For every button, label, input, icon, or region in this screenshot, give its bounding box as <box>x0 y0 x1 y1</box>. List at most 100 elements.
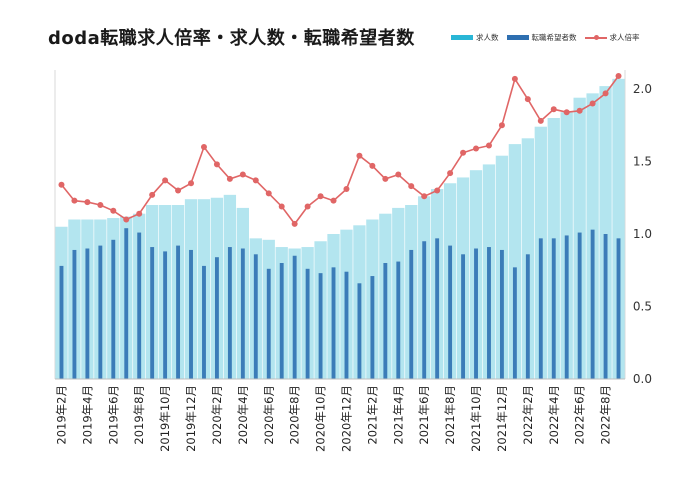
x-tick-label: 2022年6月 <box>573 385 587 445</box>
point-job-ratio <box>304 203 311 210</box>
point-job-ratio <box>537 117 544 124</box>
point-job-ratio <box>58 181 65 188</box>
legend-swatch-job-seekers <box>506 35 529 40</box>
y-tick-label: 1.0 <box>633 227 652 241</box>
x-tick-label: 2020年2月 <box>210 385 224 445</box>
point-job-ratio <box>421 193 428 200</box>
x-tick-label: 2021年8月 <box>443 385 457 445</box>
point-job-ratio <box>563 109 570 116</box>
bar-job-seekers <box>396 261 401 379</box>
legend-swatch-job-ratio <box>584 35 607 40</box>
bar-job-seekers <box>59 265 64 379</box>
point-job-ratio <box>213 161 220 168</box>
point-job-ratio <box>291 220 298 227</box>
bar-job-seekers <box>266 268 271 379</box>
x-tick-label: 2019年12月 <box>184 385 198 452</box>
bar-job-seekers <box>72 249 77 379</box>
bar-job-openings <box>612 78 625 379</box>
point-job-ratio <box>356 152 363 159</box>
chart-title: doda転職求人倍率・求人数・転職希望者数 <box>48 28 415 49</box>
legend-swatch-job-openings <box>451 35 473 40</box>
bar-job-seekers <box>331 267 336 379</box>
point-job-ratio <box>252 177 259 184</box>
bar-job-seekers <box>577 232 582 379</box>
bar-job-seekers <box>499 249 504 379</box>
bar-job-seekers <box>474 248 478 379</box>
bar-job-seekers <box>214 257 219 379</box>
x-tick-label: 2019年6月 <box>106 385 120 445</box>
point-job-ratio <box>84 199 91 206</box>
point-job-ratio <box>110 207 117 214</box>
x-tick-label: 2019年8月 <box>132 385 146 445</box>
x-tick-label: 2019年10月 <box>158 385 172 452</box>
point-job-ratio <box>473 145 480 152</box>
point-job-ratio <box>589 100 596 107</box>
legend-item-job-seekers: 転職希望者数 <box>506 32 577 43</box>
point-job-ratio <box>330 197 337 204</box>
bar-job-seekers <box>176 245 181 379</box>
x-tick-label: 2020年10月 <box>314 385 328 452</box>
y-tick-label: 0.0 <box>633 372 652 386</box>
legend-label-job-openings: 求人数 <box>476 33 499 42</box>
x-tick-label: 2020年12月 <box>340 385 354 452</box>
bar-job-openings <box>599 86 612 379</box>
x-tick-label: 2022年4月 <box>547 385 561 445</box>
x-tick-label: 2020年6月 <box>262 385 276 445</box>
bar-job-seekers <box>305 268 310 379</box>
bar-job-seekers <box>318 273 323 379</box>
bar-job-seekers <box>253 254 258 379</box>
point-job-ratio <box>317 193 324 200</box>
bar-job-seekers <box>461 254 466 379</box>
bar-job-seekers <box>448 245 453 379</box>
x-tick-label: 2019年4月 <box>80 385 94 445</box>
bar-job-seekers <box>538 238 543 379</box>
point-job-ratio <box>278 203 285 210</box>
point-job-ratio <box>369 162 376 169</box>
legend-item-job-ratio: 求人倍率 <box>584 32 640 43</box>
x-tick-label: 2021年4月 <box>391 385 405 445</box>
point-job-ratio <box>498 122 505 129</box>
point-job-ratio <box>434 187 441 194</box>
x-tick-label: 2021年10月 <box>469 385 483 452</box>
bar-job-seekers <box>383 263 388 379</box>
bar-job-seekers <box>512 267 517 379</box>
point-job-ratio <box>136 210 143 217</box>
point-job-ratio <box>511 75 518 82</box>
point-job-ratio <box>188 180 195 187</box>
point-job-ratio <box>71 197 78 204</box>
x-tick-label: 2020年4月 <box>236 385 250 445</box>
bar-job-seekers <box>525 254 530 379</box>
point-job-ratio <box>408 183 415 190</box>
bar-job-seekers <box>240 248 245 379</box>
bar-job-seekers <box>124 228 129 379</box>
line-job-ratio <box>60 75 620 226</box>
point-job-ratio <box>460 149 467 156</box>
bar-job-seekers <box>370 276 375 379</box>
point-job-ratio <box>395 171 402 178</box>
point-job-ratio <box>265 190 272 197</box>
bar-job-seekers <box>292 255 297 379</box>
point-job-ratio <box>226 175 233 182</box>
point-job-ratio <box>550 106 557 113</box>
x-tick-label: 2021年6月 <box>417 385 431 445</box>
bar-job-seekers <box>163 251 168 379</box>
bar-job-seekers <box>435 238 440 379</box>
bar-job-seekers <box>98 245 103 379</box>
bar-job-seekers <box>603 234 608 379</box>
bar-job-seekers <box>551 238 556 379</box>
point-job-ratio <box>485 142 492 149</box>
bar-job-seekers <box>344 271 349 379</box>
point-job-ratio <box>615 72 622 79</box>
legend-label-job-ratio: 求人倍率 <box>609 33 640 42</box>
bar-job-seekers <box>422 241 427 379</box>
bar-job-seekers <box>357 283 362 379</box>
point-job-ratio <box>239 171 246 178</box>
point-job-ratio <box>447 170 454 177</box>
point-job-ratio <box>524 96 531 103</box>
bar-job-openings <box>508 144 522 379</box>
bar-job-seekers <box>487 247 491 379</box>
bar-job-seekers <box>150 247 155 379</box>
point-job-ratio <box>175 187 182 194</box>
